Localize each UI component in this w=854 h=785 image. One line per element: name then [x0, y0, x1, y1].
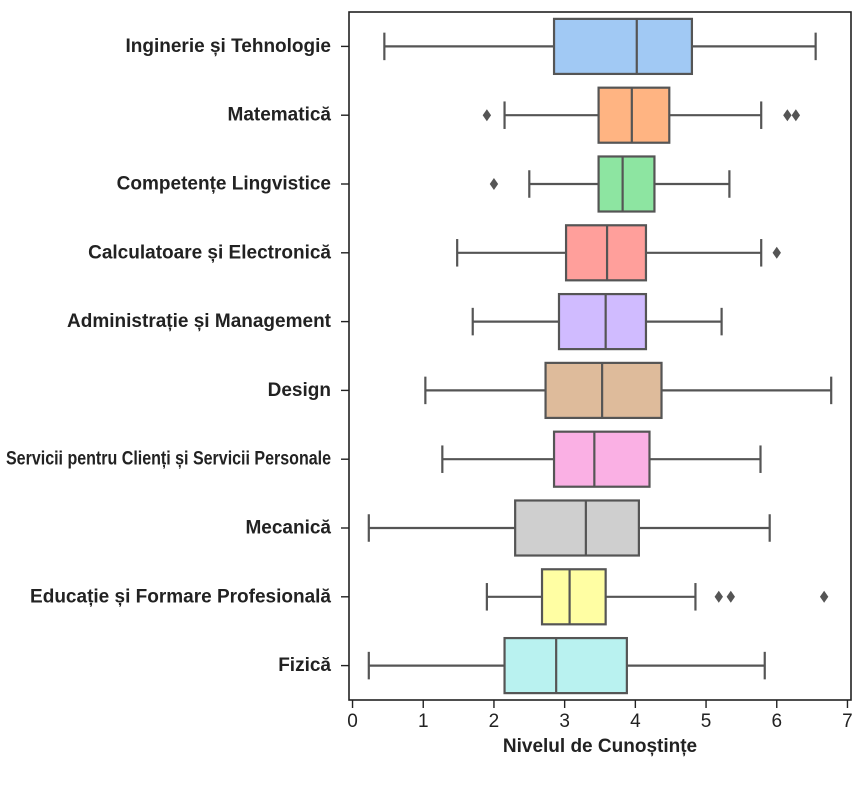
- x-tick-label: 1: [418, 711, 429, 732]
- boxes-layer: [367, 17, 833, 695]
- iqr-box: [544, 361, 663, 420]
- box-group: [471, 292, 723, 351]
- box-group: [383, 17, 817, 76]
- category-label: Design: [268, 380, 331, 401]
- category-label: Mecanică: [245, 518, 331, 539]
- x-tick-label: 6: [771, 711, 782, 732]
- outlier-point: [726, 590, 736, 603]
- x-tick-label: 3: [559, 711, 570, 732]
- category-label: Servicii pentru Clienți și Servicii Pers…: [6, 449, 331, 470]
- outlier-point: [714, 590, 723, 603]
- iqr-box: [557, 292, 648, 351]
- iqr-box: [503, 636, 628, 695]
- x-tick-label: 0: [347, 711, 358, 732]
- box-group: [456, 224, 781, 282]
- category-label: Matematică: [228, 105, 332, 126]
- x-axis: 0 1 2 3 4 5 6 7: [347, 700, 853, 732]
- box-group: [441, 430, 762, 488]
- iqr-box: [597, 86, 671, 144]
- box-group: [485, 568, 829, 626]
- category-label: Calculatoare și Electronică: [88, 242, 331, 263]
- outlier-point: [791, 109, 801, 122]
- outlier-point: [783, 109, 792, 122]
- category-label: Fizică: [278, 655, 331, 676]
- plot-frame: [348, 11, 852, 701]
- outlier-point: [819, 590, 829, 603]
- iqr-box: [552, 17, 694, 76]
- iqr-box: [514, 499, 640, 557]
- iqr-box: [597, 155, 656, 213]
- outlier-point: [482, 109, 492, 122]
- category-labels: Inginerie și Tehnologie Matematică Compete…: [6, 36, 349, 676]
- outlier-point: [489, 178, 499, 190]
- x-tick-label: 4: [630, 711, 641, 732]
- box-group: [424, 361, 833, 420]
- category-label: Educație și Formare Profesională: [30, 586, 331, 607]
- x-tick-label: 2: [489, 711, 500, 732]
- x-tick-label: 5: [701, 711, 712, 732]
- iqr-box: [552, 430, 651, 488]
- category-label: Inginerie și Tehnologie: [125, 36, 331, 57]
- outlier-point: [772, 246, 781, 259]
- category-label: Competențe Lingvistice: [117, 174, 331, 195]
- box-group: [367, 499, 771, 557]
- x-tick-label: 7: [842, 711, 853, 732]
- iqr-box: [540, 568, 607, 626]
- box-group: [367, 636, 766, 695]
- box-group: [489, 155, 731, 213]
- x-axis-title: Nivelul de Cunoștințe: [503, 736, 697, 757]
- box-group: [482, 86, 801, 144]
- category-label: Administrație și Management: [67, 311, 332, 332]
